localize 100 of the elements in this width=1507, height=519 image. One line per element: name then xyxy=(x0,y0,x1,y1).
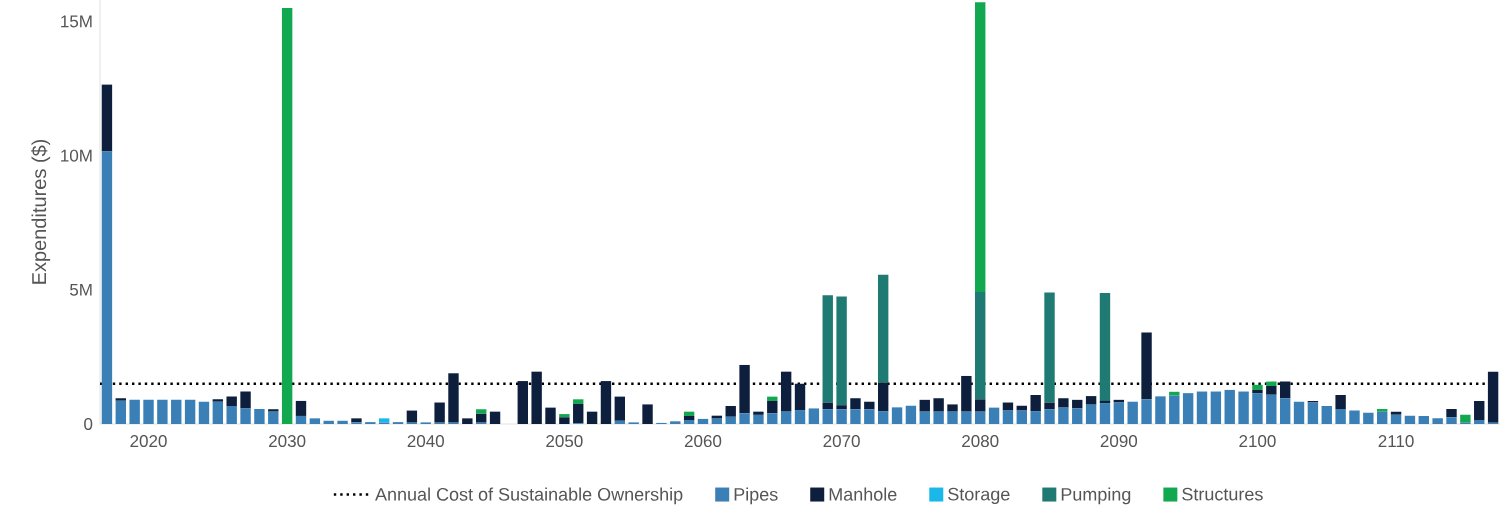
bar xyxy=(600,381,612,424)
y-tick-label: 15M xyxy=(61,15,92,28)
bar xyxy=(697,418,709,424)
bar xyxy=(794,383,806,411)
bar xyxy=(406,410,418,423)
bar xyxy=(1016,405,1027,411)
bar xyxy=(1169,395,1180,424)
bar xyxy=(961,375,972,412)
y-tick-label: 10M xyxy=(61,149,92,162)
bar xyxy=(1016,410,1027,424)
bar xyxy=(559,417,570,424)
bar xyxy=(975,411,986,424)
bar xyxy=(226,406,237,424)
bar xyxy=(115,398,126,401)
bar xyxy=(753,414,764,424)
bar xyxy=(1446,408,1457,418)
bar xyxy=(808,408,820,424)
bar xyxy=(1155,396,1166,424)
bar xyxy=(1446,417,1457,424)
bar xyxy=(1141,399,1152,424)
bar xyxy=(1279,381,1291,399)
bar xyxy=(780,371,792,412)
bar xyxy=(462,418,473,424)
bar xyxy=(1085,404,1097,424)
bar xyxy=(753,411,764,415)
bar xyxy=(891,407,903,424)
bar xyxy=(1224,389,1235,424)
bar xyxy=(1002,402,1014,411)
bar xyxy=(295,415,307,424)
bar xyxy=(240,408,251,424)
bar xyxy=(1182,393,1194,424)
legend-label: Manhole xyxy=(829,487,897,501)
bar xyxy=(1363,412,1374,424)
bar xyxy=(268,411,279,424)
y-tick-label: 5M xyxy=(70,283,92,296)
bar xyxy=(1460,414,1471,423)
bar xyxy=(448,373,459,423)
bar xyxy=(1044,409,1055,424)
bar xyxy=(1072,399,1083,409)
bar xyxy=(850,409,861,424)
bar xyxy=(767,400,778,414)
bar xyxy=(115,400,126,424)
x-tick-label: 2090 xyxy=(1100,435,1138,448)
bar xyxy=(1099,403,1111,424)
bar xyxy=(947,404,958,412)
bar xyxy=(725,406,736,417)
bar xyxy=(780,411,792,424)
x-tick-label: 2040 xyxy=(407,435,444,448)
bar xyxy=(961,411,972,424)
bar xyxy=(739,364,750,414)
bar xyxy=(1113,402,1125,424)
bar xyxy=(337,420,348,424)
bar xyxy=(614,396,626,421)
bar xyxy=(1252,384,1263,390)
bar xyxy=(101,84,113,152)
bar xyxy=(1266,381,1277,386)
bar xyxy=(1113,399,1125,403)
bar xyxy=(836,405,847,410)
bar xyxy=(1044,402,1055,410)
bar xyxy=(919,399,930,412)
bar xyxy=(1072,408,1083,424)
x-tick-label: 2080 xyxy=(962,435,999,448)
x-tick-label: 2100 xyxy=(1239,435,1276,448)
bar xyxy=(573,399,584,404)
bar xyxy=(1335,395,1346,409)
bar xyxy=(864,409,875,424)
bar xyxy=(1058,398,1069,408)
bar xyxy=(559,414,570,418)
bar xyxy=(1487,371,1499,423)
bar xyxy=(1252,393,1263,424)
bar xyxy=(947,411,958,424)
bar xyxy=(545,407,556,424)
bar xyxy=(1474,400,1485,420)
bar xyxy=(739,413,750,424)
bar xyxy=(1099,400,1111,404)
bar xyxy=(850,398,861,410)
bar xyxy=(351,418,362,423)
bar xyxy=(143,399,154,424)
bar xyxy=(767,413,778,424)
bar xyxy=(198,401,210,424)
bar xyxy=(268,409,279,412)
bar xyxy=(1321,406,1332,424)
bar xyxy=(1002,410,1014,424)
bar xyxy=(171,399,182,424)
y-axis-title: Expenditures ($) xyxy=(31,139,51,284)
bar xyxy=(1418,415,1429,424)
bar xyxy=(683,419,695,424)
bar xyxy=(1474,419,1485,424)
bar xyxy=(212,399,224,402)
bar xyxy=(877,274,889,383)
bar xyxy=(434,402,445,423)
bar xyxy=(1058,407,1069,424)
bar xyxy=(1293,401,1305,424)
legend-label: Annual Cost of Sustainable Ownership xyxy=(375,487,683,505)
bar xyxy=(1030,395,1041,412)
bar xyxy=(1252,389,1263,394)
bar xyxy=(586,411,598,424)
x-tick-label: 2050 xyxy=(546,435,583,448)
bar xyxy=(295,400,307,416)
bar xyxy=(988,407,1000,424)
